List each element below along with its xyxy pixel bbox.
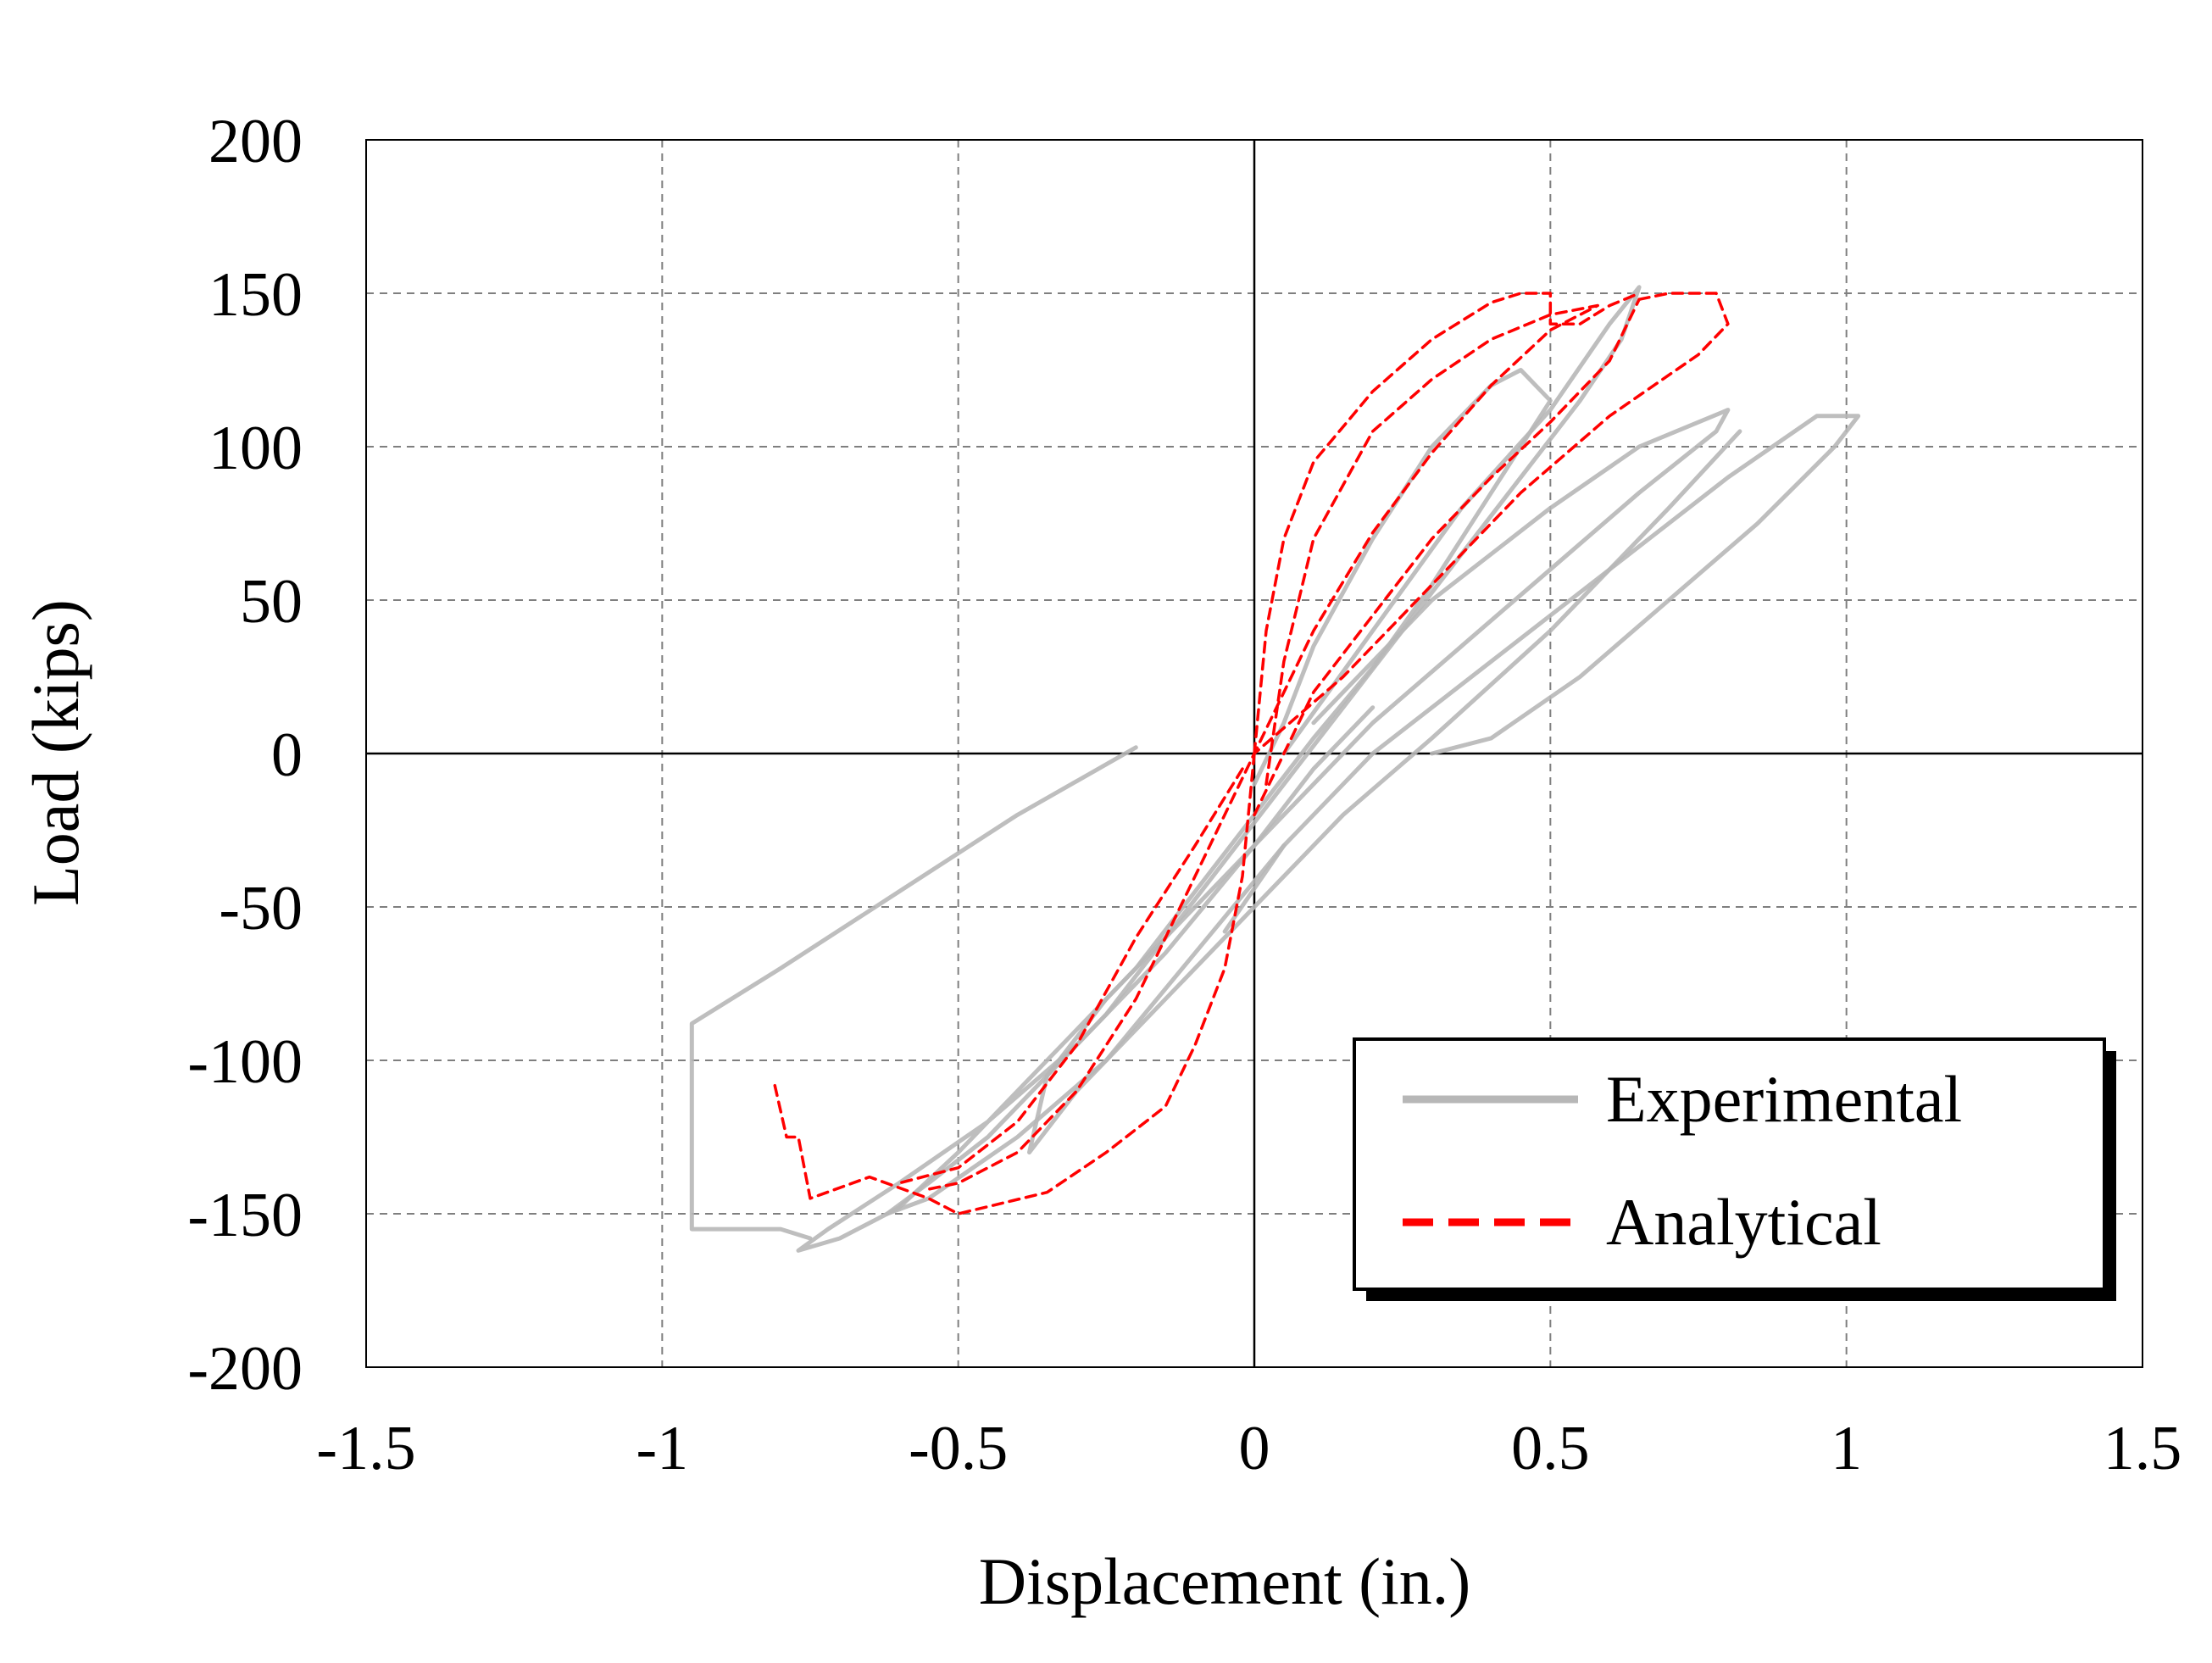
- y-tick-label: 150: [208, 260, 303, 330]
- y-tick-label: 0: [271, 720, 303, 790]
- y-axis-title: Load (kips): [19, 599, 92, 906]
- series-analytical-loop-5: [898, 767, 1244, 1185]
- series-analytical-loop-1: [773, 752, 1256, 1215]
- y-tick-label: 100: [208, 414, 303, 483]
- x-tick-label: 1.5: [2104, 1414, 2182, 1483]
- x-tick-label: 0.5: [1511, 1414, 1590, 1483]
- legend: Experimental Analytical: [1353, 1037, 2116, 1301]
- x-tick-label: -0.5: [909, 1414, 1008, 1483]
- y-tick-labels: 200 150 100 50 0 -50 -100 -150 -200: [187, 107, 303, 1404]
- x-axis-title: Displacement (in.): [979, 1544, 1470, 1618]
- series-experimental-loop-2: [1027, 408, 1742, 1155]
- legend-label-analytical: Analytical: [1606, 1185, 1881, 1259]
- series-analytical-loop-2: [926, 303, 1599, 1191]
- series-analytical-loop-3: [1253, 292, 1730, 755]
- series-experimental-loop-4: [689, 745, 1138, 1241]
- legend-label-experimental: Experimental: [1606, 1062, 1962, 1136]
- plot-frame: [365, 139, 2143, 1368]
- y-tick-label: -100: [187, 1027, 303, 1097]
- series-experimental-loop-3: [1222, 414, 1861, 934]
- y-tick-label: -50: [219, 874, 303, 943]
- x-tick-label: -1: [636, 1414, 689, 1483]
- y-tick-label: 200: [208, 107, 303, 176]
- series-lines: [689, 285, 1861, 1253]
- y-tick-label: -150: [187, 1181, 303, 1250]
- x-tick-labels: -1.5 -1 -0.5 0 0.5 1 1.5: [316, 1414, 2181, 1483]
- x-tick-label: 0: [1239, 1414, 1270, 1483]
- legend-box: [1353, 1037, 2106, 1291]
- series-analytical-loop-0: [1253, 292, 1641, 755]
- x-tick-label: -1.5: [316, 1414, 415, 1483]
- y-tick-label: 50: [240, 567, 303, 637]
- x-tick-label: 1: [1831, 1414, 1862, 1483]
- series-analytical-loop-4: [1253, 298, 1641, 817]
- y-tick-label: -200: [187, 1334, 303, 1404]
- series-analytical: [773, 292, 1730, 1215]
